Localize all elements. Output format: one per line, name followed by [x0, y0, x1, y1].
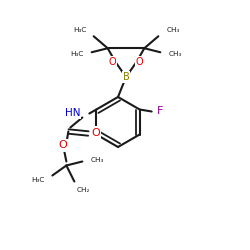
Text: O: O	[136, 57, 143, 67]
Text: B: B	[122, 72, 130, 82]
Text: CH₃: CH₃	[168, 51, 182, 57]
Text: F: F	[156, 106, 163, 117]
Text: H₃C: H₃C	[70, 51, 84, 57]
Text: O: O	[109, 57, 116, 67]
Text: O: O	[91, 128, 100, 138]
Text: CH₃: CH₃	[166, 27, 180, 33]
Text: H₃C: H₃C	[73, 27, 87, 33]
Text: CH₃: CH₃	[90, 158, 104, 164]
Text: HN: HN	[65, 108, 80, 118]
Text: O: O	[58, 140, 67, 150]
Text: CH₂: CH₂	[76, 186, 90, 192]
Text: H₃C: H₃C	[31, 176, 44, 182]
